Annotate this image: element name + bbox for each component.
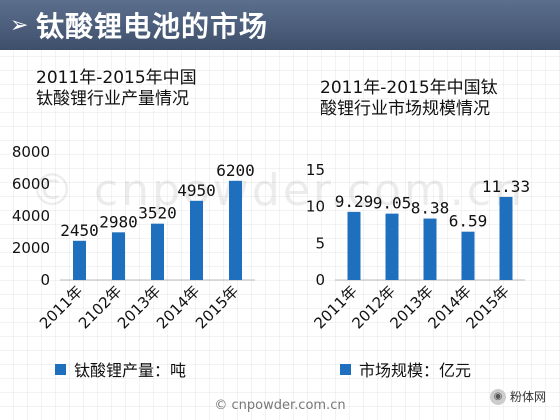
y-tick-label: 4000 [12,207,50,225]
data-label: 9.29 [335,192,374,211]
y-tick-label: 8000 [12,143,50,161]
legend-label: 钛酸锂产量：吨 [74,357,186,381]
footer-copyright: © cnpowder.com.cn [0,398,560,413]
page-title: 钛酸锂电池的市场 [36,5,268,45]
brand-name: 粉体网 [510,388,546,405]
bar [386,214,399,280]
title-bar: ➢ 钛酸锂电池的市场 [0,0,560,50]
brand-badge: ◉ 粉体网 [490,388,546,405]
y-tick-label: 6000 [12,175,50,193]
market-size-chart: 0510159.292011年9.052012年8.382013年6.59201… [280,62,550,362]
wechat-icon: ◉ [490,389,506,405]
bar [190,201,203,280]
production-chart-panel: 2011年-2015年中国 钛酸锂行业产量情况 0 2000 4000 6000 800… [0,62,270,384]
legend: 市场规模：亿元 [340,357,471,381]
data-label: 9.05 [373,194,412,213]
bar [500,197,513,280]
production-chart: 0200040006000800024502011年29802102年35202… [0,62,270,362]
data-label: 6.59 [449,212,488,231]
data-label: 4950 [177,181,216,200]
legend: 钛酸锂产量：吨 [55,357,186,381]
legend-swatch [340,364,351,375]
bar [73,241,86,280]
y-tick-label: 5 [315,234,325,252]
x-tick-label: 2015年 [462,282,512,332]
bar [424,219,437,280]
data-label: 6200 [216,161,255,180]
bar [151,224,164,280]
bar [112,232,125,280]
bar [462,232,475,280]
y-tick-label: 2000 [12,239,50,257]
arrow-icon: ➢ [10,13,36,38]
data-label: 3520 [138,204,177,223]
market-size-chart-panel: 2011年-2015年中国钛 酸锂行业市场规模情况 0 5 10 15 9.29 2011… [280,62,550,384]
data-label: 2980 [99,212,138,231]
data-label: 8.38 [411,199,450,218]
y-tick-label: 0 [40,271,50,289]
legend-label: 市场规模：亿元 [359,357,471,381]
y-tick-label: 10 [306,198,325,216]
y-tick-label: 15 [306,161,325,179]
bar [348,212,361,280]
data-label: 11.33 [482,177,530,196]
x-tick-label: 2015年 [192,282,242,332]
data-label: 2450 [60,221,99,240]
y-tick-label: 0 [315,271,325,289]
legend-swatch [55,364,66,375]
bar [229,181,242,280]
